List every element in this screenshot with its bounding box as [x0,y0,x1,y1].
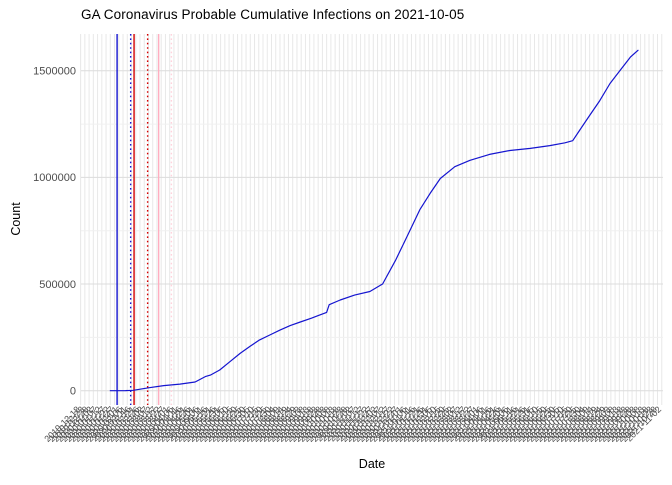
x-axis-title: Date [358,457,386,471]
y-tick-label: 1500000 [33,66,76,78]
y-tick-label: 1000000 [33,172,76,184]
chart-title: GA Coronavirus Probable Cumulative Infec… [81,7,465,22]
y-tick-label: 500000 [39,279,76,291]
y-axis-title: Count [9,202,23,236]
y-tick-label: 0 [70,386,76,398]
infections-line [109,49,639,392]
